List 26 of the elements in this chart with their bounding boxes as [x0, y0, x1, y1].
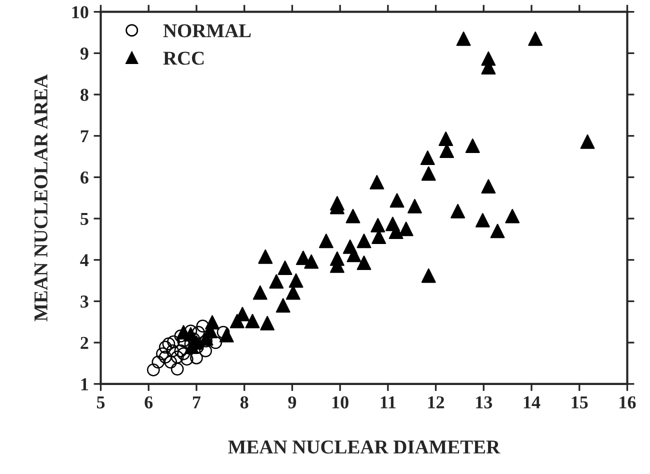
x-tick-label: 6 — [144, 396, 153, 408]
y-tick-label: 3 — [80, 296, 88, 308]
x-tick-label: 11 — [380, 396, 396, 408]
x-tick-label: 12 — [428, 396, 444, 408]
x-tick-label: 5 — [96, 396, 105, 408]
y-tick-label: 9 — [80, 48, 88, 60]
x-tick-label: 16 — [620, 396, 636, 408]
x-tick-label: 7 — [192, 396, 201, 408]
x-tick-label: 10 — [332, 396, 348, 408]
x-axis-title: MEAN NUCLEAR DIAMETER — [228, 440, 500, 454]
y-tick-label: 2 — [80, 336, 88, 349]
y-tick-label: 7 — [80, 130, 89, 142]
y-tick-label: 1 — [81, 378, 88, 390]
y-tick-label: 5 — [80, 213, 88, 226]
legend-label: RCC — [163, 52, 204, 65]
x-tick-label: 14 — [524, 396, 540, 408]
y-tick-label: 6 — [80, 172, 88, 184]
y-tick-label: 8 — [80, 88, 88, 101]
legend-label: NORMAL — [163, 24, 251, 38]
x-tick-label: 13 — [476, 396, 492, 408]
x-tick-label: 9 — [288, 396, 296, 408]
x-tick-label: 15 — [572, 396, 588, 408]
x-tick-label: 8 — [240, 396, 248, 408]
y-axis-title: MEAN NUCLEOLAR AREA — [34, 74, 48, 322]
y-tick-label: 10 — [72, 6, 88, 18]
y-tick-label: 4 — [80, 254, 89, 266]
